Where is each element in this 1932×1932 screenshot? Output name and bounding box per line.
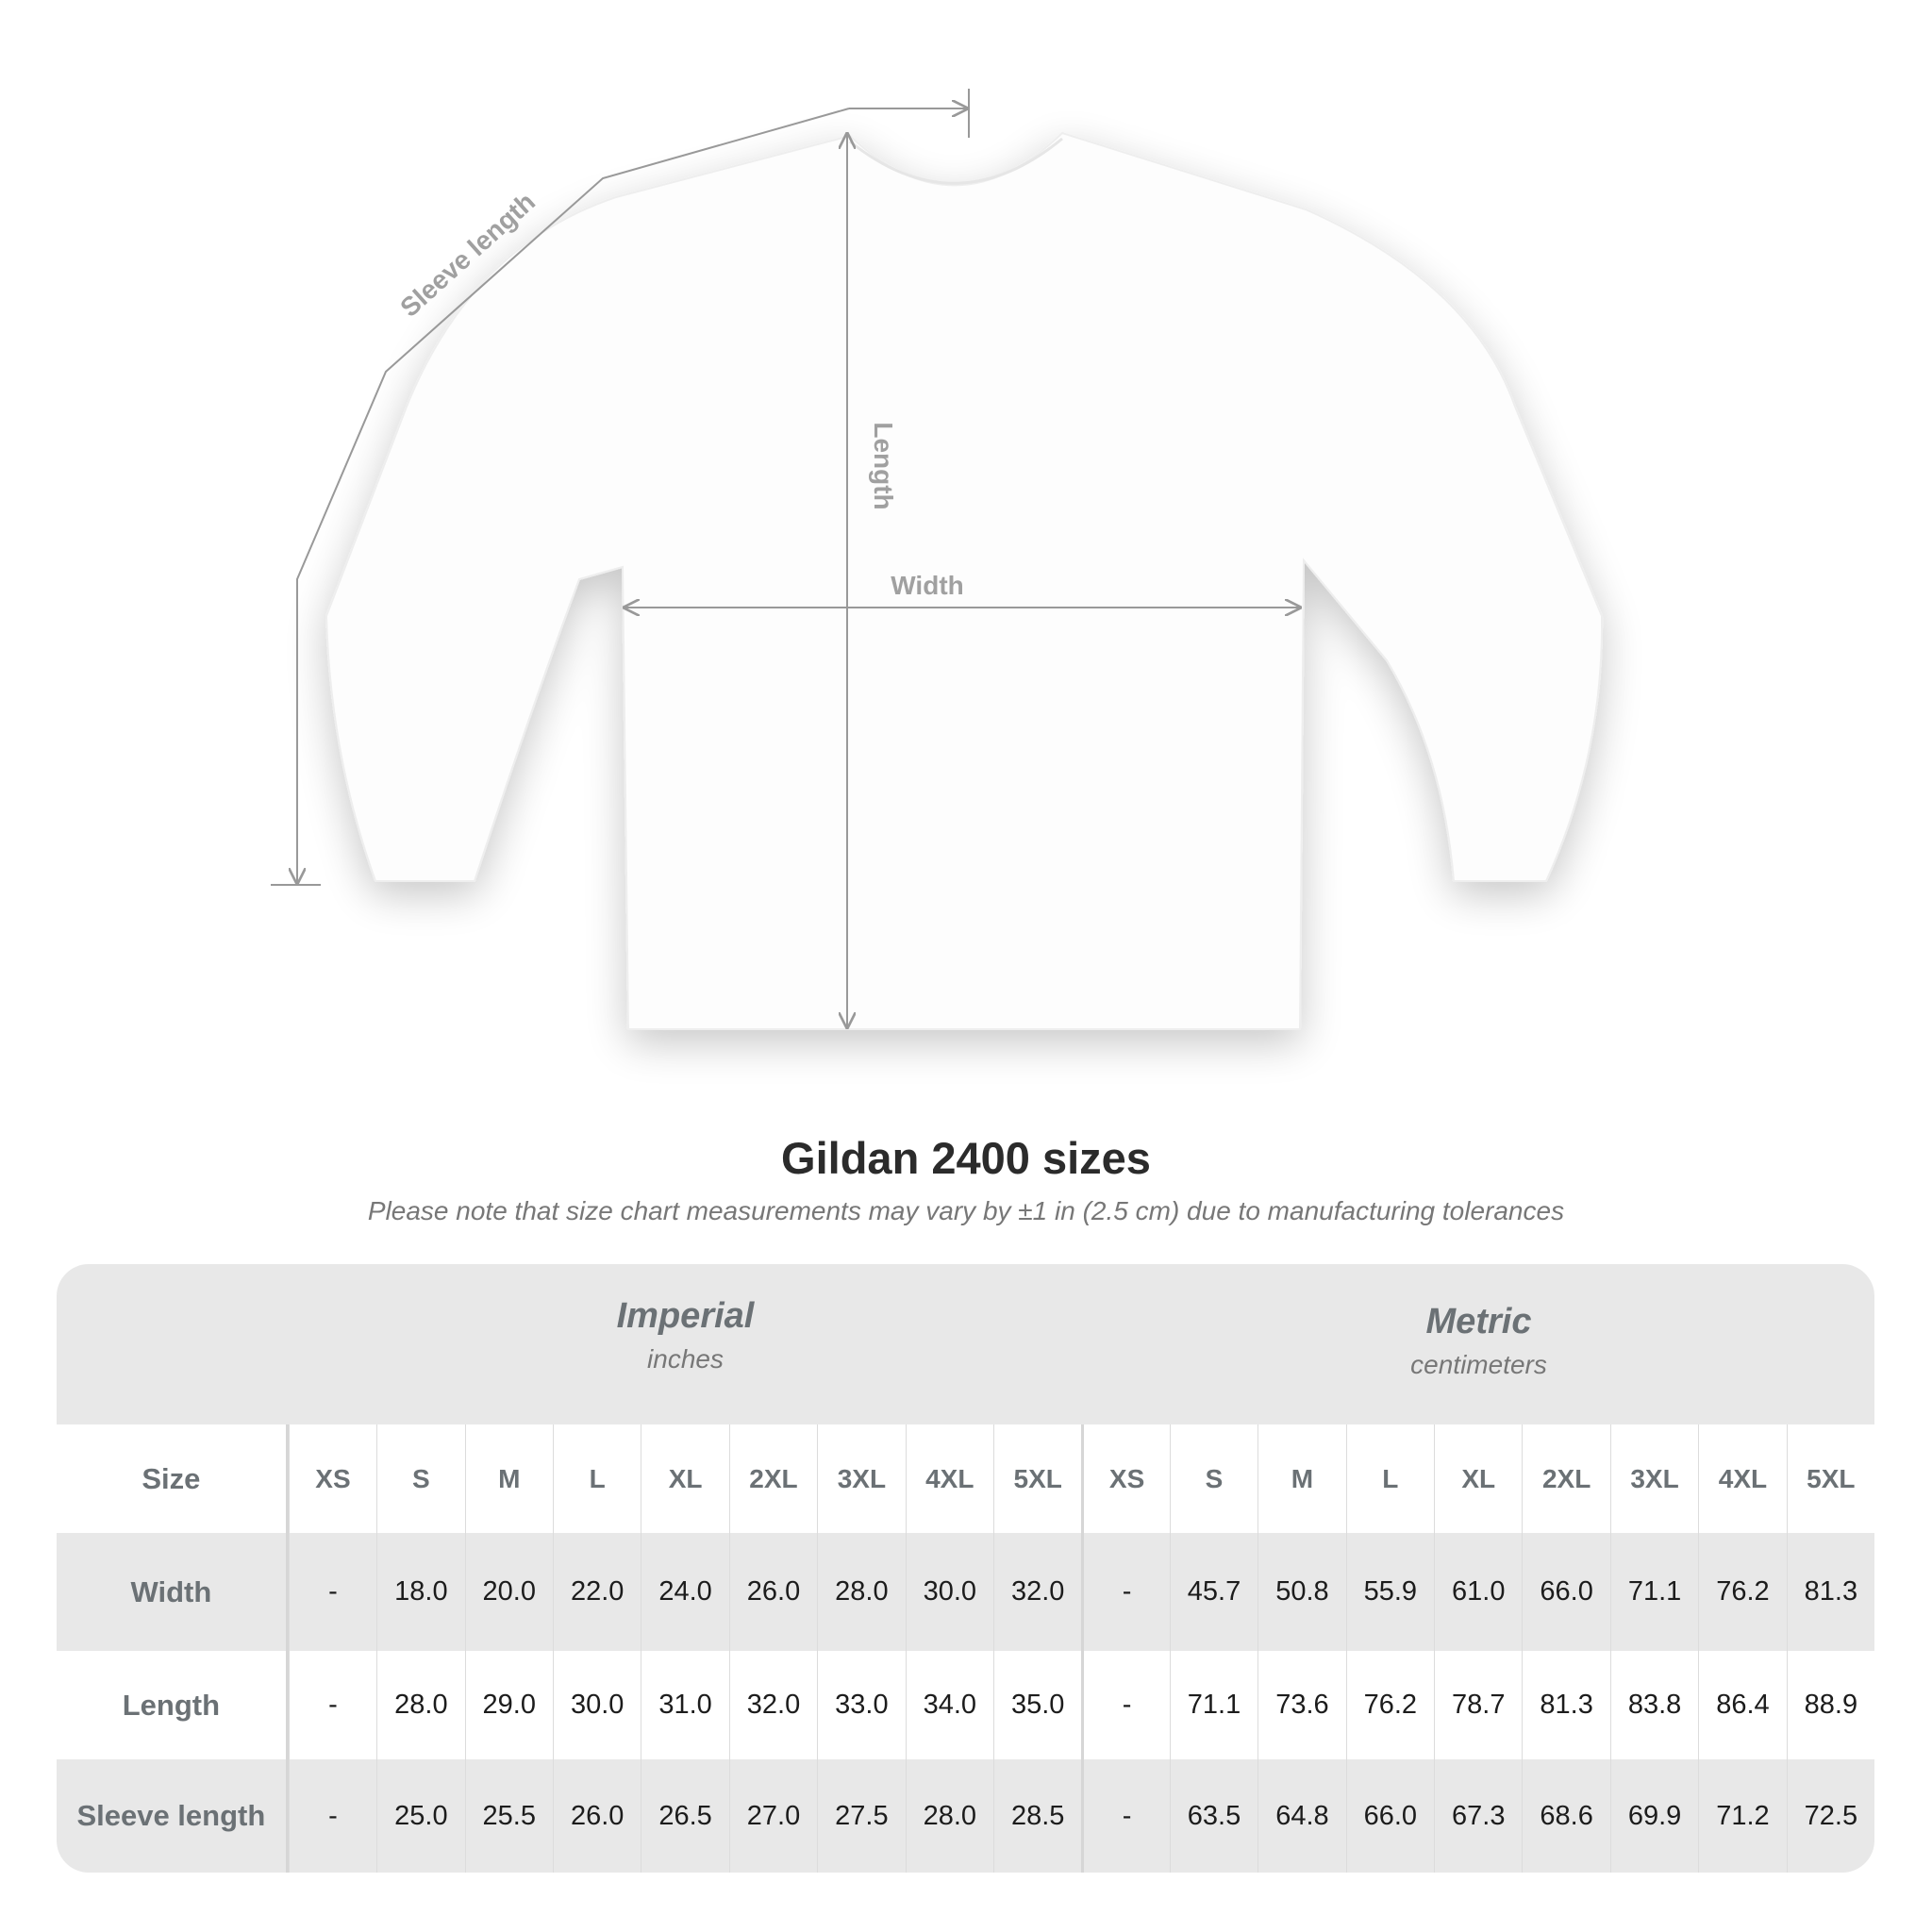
measurement-cell: 33.0 — [817, 1651, 905, 1759]
measurement-cell: 76.2 — [1698, 1533, 1786, 1651]
table-row: Width -18.0 20.0 22.0 24.0 26.0 28.0 30.0 32.0-4… — [57, 1533, 1874, 1651]
measurement-cell: 25.5 — [464, 1759, 553, 1873]
measurement-cell: 66.0 — [1345, 1759, 1434, 1873]
long-sleeve-shirt — [325, 131, 1604, 1030]
measurement-cell: - — [288, 1651, 376, 1759]
measurement-cell: 71.1 — [1169, 1651, 1257, 1759]
measurement-cell: 76.2 — [1345, 1651, 1434, 1759]
measurement-cell: 81.3 — [1522, 1651, 1609, 1759]
measurement-cell: 83.8 — [1609, 1651, 1698, 1759]
measurement-cell: - — [1081, 1651, 1169, 1759]
imperial-header: Imperial inches — [289, 1264, 1082, 1424]
size-header-metric: 2XL — [1522, 1424, 1609, 1533]
shirt-measurement-diagram: Sleeve length Length Width — [271, 89, 1604, 1030]
size-row: Size XS S M L XL 2XL 3XL 4XL 5XL XS S M L XL 2XL 3XL 4XL… — [57, 1424, 1874, 1533]
metric-title: Metric — [1425, 1302, 1532, 1341]
measurement-cell: 28.0 — [376, 1651, 464, 1759]
imperial-unit: inches — [647, 1344, 724, 1374]
size-header-metric: 5XL — [1786, 1424, 1874, 1533]
measurement-cell: 26.0 — [552, 1759, 641, 1873]
size-header-imperial: 2XL — [728, 1424, 817, 1533]
size-header-metric: 3XL — [1609, 1424, 1698, 1533]
measurement-cell: 34.0 — [905, 1651, 993, 1759]
measurement-cell: 66.0 — [1522, 1533, 1609, 1651]
size-row-label: Size — [57, 1424, 289, 1533]
measurement-cell: 81.3 — [1786, 1533, 1874, 1651]
imperial-title: Imperial — [616, 1296, 755, 1336]
measurement-cell: 63.5 — [1169, 1759, 1257, 1873]
metric-header: Metric centimeters — [1082, 1264, 1874, 1424]
row-label: Length — [57, 1651, 289, 1759]
measurement-cell: 32.0 — [728, 1651, 817, 1759]
measurement-cell: 67.3 — [1434, 1759, 1522, 1873]
measurement-cell: 27.0 — [728, 1759, 817, 1873]
measurement-cell: 45.7 — [1169, 1533, 1257, 1651]
size-header-imperial: L — [552, 1424, 641, 1533]
size-header-metric: S — [1169, 1424, 1257, 1533]
measurement-cell: - — [1081, 1759, 1169, 1873]
size-header-metric: L — [1345, 1424, 1434, 1533]
measurement-cell: 22.0 — [552, 1533, 641, 1651]
measurement-cell: 30.0 — [905, 1533, 993, 1651]
measurement-cell: 86.4 — [1698, 1651, 1786, 1759]
row-label: Width — [57, 1533, 289, 1651]
measurement-cell: 72.5 — [1786, 1759, 1874, 1873]
measurement-cell: 25.0 — [376, 1759, 464, 1873]
size-header-metric: XL — [1434, 1424, 1522, 1533]
measurement-cell: 28.0 — [905, 1759, 993, 1873]
measurement-cell: 24.0 — [641, 1533, 728, 1651]
measurement-cell: - — [288, 1533, 376, 1651]
size-header-metric: XS — [1081, 1424, 1169, 1533]
size-header-imperial: S — [376, 1424, 464, 1533]
measurement-cell: 78.7 — [1434, 1651, 1522, 1759]
measurement-lines — [271, 89, 1300, 1027]
size-header-metric: 4XL — [1698, 1424, 1786, 1533]
measurement-cell: 50.8 — [1257, 1533, 1345, 1651]
measurement-cell: 71.1 — [1609, 1533, 1698, 1651]
width-label: Width — [891, 571, 964, 600]
measurement-cell: 31.0 — [641, 1651, 728, 1759]
length-label: Length — [869, 422, 898, 509]
size-header-metric: M — [1257, 1424, 1345, 1533]
measurement-cell: 68.6 — [1522, 1759, 1609, 1873]
size-header-imperial: 3XL — [817, 1424, 905, 1533]
measurement-cell: 32.0 — [993, 1533, 1081, 1651]
measurement-cell: 73.6 — [1257, 1651, 1345, 1759]
table-row: Length -28.0 29.0 30.0 31.0 32.0 33.0 34.0 35.0-… — [57, 1651, 1874, 1759]
measurement-cell: 29.0 — [464, 1651, 553, 1759]
measurement-cell: - — [288, 1759, 376, 1873]
measurement-cell: 88.9 — [1786, 1651, 1874, 1759]
table-row: Sleeve length -25.0 25.5 26.0 26.5 27.0 27.5 28… — [57, 1759, 1874, 1873]
measurement-cell: - — [1081, 1533, 1169, 1651]
page-title: Gildan 2400 sizes — [781, 1133, 1151, 1183]
measurement-cell: 27.5 — [817, 1759, 905, 1873]
size-header-imperial: 5XL — [993, 1424, 1081, 1533]
measurement-cell: 69.9 — [1609, 1759, 1698, 1873]
size-table: Imperial inches Metric centimeters Size … — [57, 1264, 1874, 1873]
size-header-imperial: 4XL — [905, 1424, 993, 1533]
measurement-cell: 61.0 — [1434, 1533, 1522, 1651]
measurement-cell: 28.5 — [993, 1759, 1081, 1873]
size-header-imperial: XS — [288, 1424, 376, 1533]
metric-unit: centimeters — [1410, 1350, 1547, 1379]
measurement-cell: 28.0 — [817, 1533, 905, 1651]
tolerance-note: Please note that size chart measurements… — [367, 1196, 1565, 1225]
measurement-cell: 55.9 — [1345, 1533, 1434, 1651]
row-label: Sleeve length — [57, 1759, 289, 1873]
size-header-imperial: XL — [641, 1424, 728, 1533]
measurement-cell: 64.8 — [1257, 1759, 1345, 1873]
measurement-cell: 20.0 — [464, 1533, 553, 1651]
measurement-cell: 30.0 — [552, 1651, 641, 1759]
measurement-cell: 26.0 — [728, 1533, 817, 1651]
measurement-cell: 18.0 — [376, 1533, 464, 1651]
measurement-cell: 35.0 — [993, 1651, 1081, 1759]
measurement-cell: 71.2 — [1698, 1759, 1786, 1873]
measurement-cell: 26.5 — [641, 1759, 728, 1873]
size-header-imperial: M — [464, 1424, 553, 1533]
